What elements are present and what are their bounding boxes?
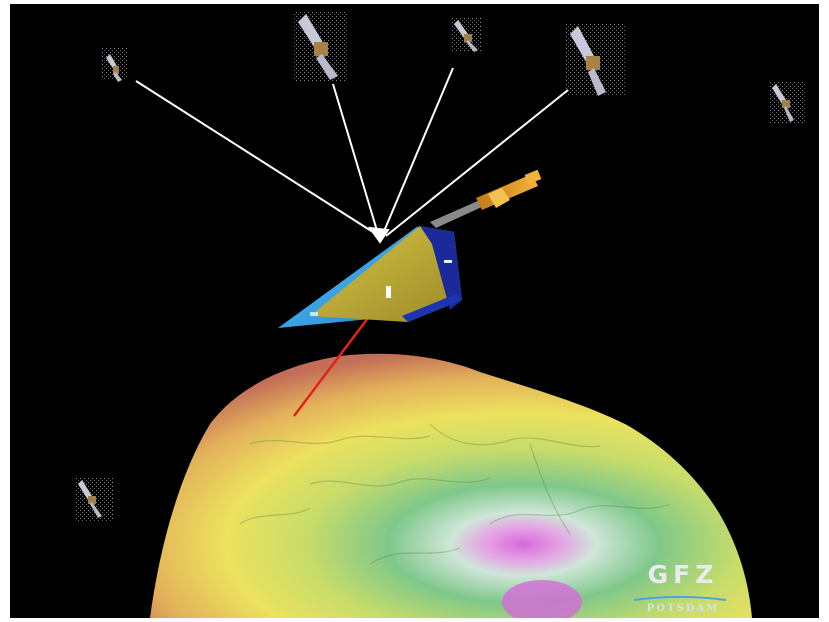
- geoid-surface: [150, 353, 752, 618]
- magnetometer-boom: [430, 169, 542, 228]
- signal-link-3: [381, 67, 454, 237]
- signal-link-1: [135, 80, 377, 235]
- logo-accent-rule: [634, 596, 726, 601]
- leo-satellite: [278, 169, 542, 328]
- body-side-panel: [420, 226, 462, 310]
- signal-links: [135, 67, 569, 244]
- signal-link-4: [385, 89, 569, 237]
- geoid-low-region: [502, 580, 582, 618]
- gps-satellite-4: [566, 24, 626, 96]
- gps-satellite-3: [452, 18, 482, 52]
- scene-illustration: [76, 12, 806, 618]
- scene-frame: GFZ POTSDAM: [10, 4, 819, 618]
- geoid-texture: [239, 423, 671, 565]
- body-front-edge: [402, 294, 462, 322]
- gfz-potsdam-logo: GFZ POTSDAM: [628, 560, 738, 618]
- satellite-body: [310, 226, 462, 322]
- gps-satellite-1: [102, 48, 128, 82]
- gps-satellite-2: [294, 12, 348, 82]
- logo-sub-text: POTSDAM: [646, 603, 720, 614]
- gps-satellite-5: [770, 82, 806, 124]
- gps-satellite-6: [76, 478, 114, 522]
- logo-main-text: GFZ: [647, 560, 719, 589]
- ranging-link: [293, 309, 375, 417]
- signal-link-2: [332, 83, 379, 235]
